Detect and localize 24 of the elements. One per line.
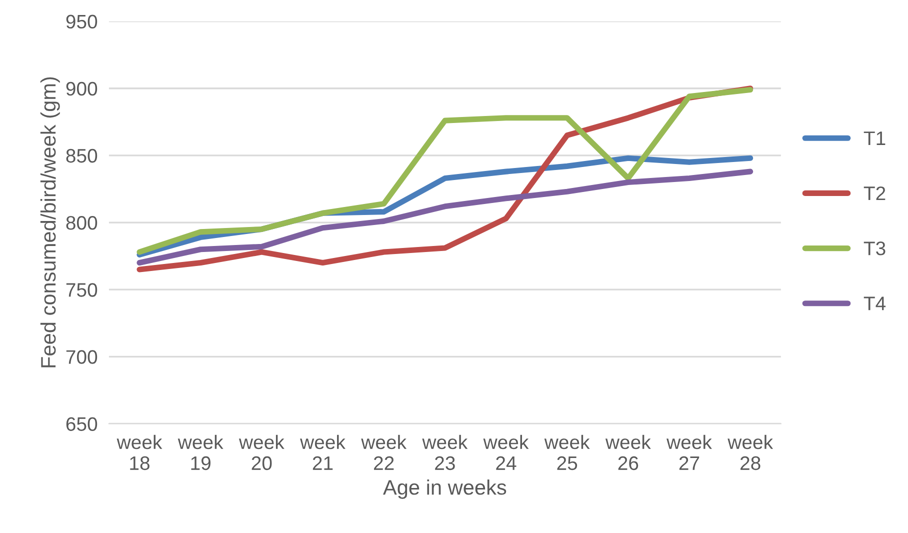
x-tick-label: week 19 — [178, 434, 224, 470]
x-tick-label: week 23 — [422, 434, 468, 470]
x-tick-label: week 20 — [238, 434, 284, 470]
x-tick-label: week 26 — [605, 434, 651, 470]
y-tick-label: 900 — [66, 82, 98, 96]
x-axis-title: Age in weeks — [383, 479, 506, 499]
x-tick-label: week 18 — [116, 434, 162, 470]
x-tick-label: week 22 — [361, 434, 407, 470]
legend-label: T3 — [864, 242, 886, 256]
x-tick-label: week 27 — [666, 434, 712, 470]
legend-label: T2 — [864, 186, 886, 200]
y-tick-label: 700 — [66, 350, 98, 364]
legend-label: T4 — [864, 296, 886, 310]
legend-label: T1 — [864, 132, 886, 145]
y-tick-label: 650 — [66, 417, 98, 431]
x-tick-label: week 24 — [483, 434, 529, 470]
x-tick-label: week 28 — [728, 434, 774, 470]
x-tick-label: week 21 — [300, 434, 346, 470]
y-tick-label: 800 — [66, 216, 98, 230]
y-tick-label: 750 — [66, 283, 98, 297]
y-axis-title: Feed consumed/bird/week (gm) — [40, 77, 60, 368]
y-tick-label: 950 — [66, 14, 98, 29]
y-tick-label: 850 — [66, 148, 98, 163]
x-tick-label: week 25 — [544, 434, 590, 470]
